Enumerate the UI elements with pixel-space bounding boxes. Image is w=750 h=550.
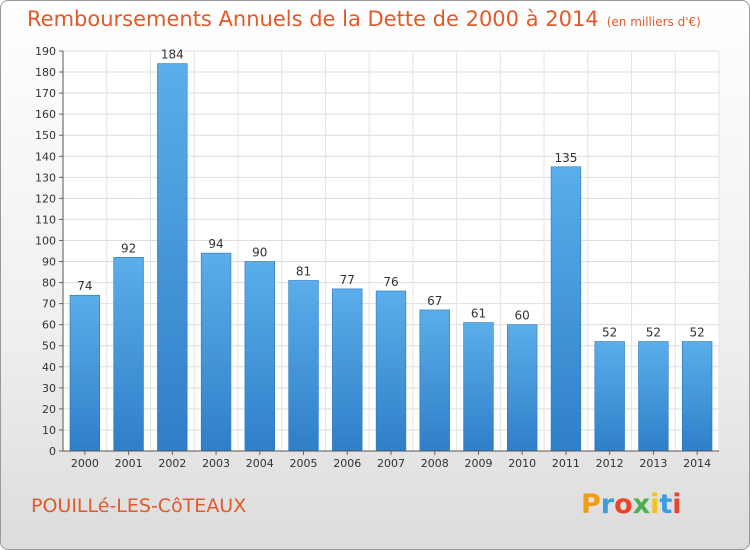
y-tick-label: 180: [35, 66, 56, 79]
brand-letter: i: [650, 489, 660, 520]
x-tick-label-2001: 2001: [115, 457, 143, 470]
x-tick-label-2008: 2008: [421, 457, 449, 470]
bar-2010: [507, 324, 538, 452]
value-label-2006: 77: [340, 273, 355, 287]
value-label-2000: 74: [77, 279, 92, 293]
chart-unit: (en milliers d'€): [606, 15, 701, 29]
x-tick-label-2013: 2013: [639, 457, 667, 470]
bar-2014: [681, 341, 713, 452]
y-tick-label: 170: [35, 87, 56, 100]
x-tick-label-2005: 2005: [290, 457, 318, 470]
brand-letter: r: [600, 489, 615, 520]
bar-2008: [419, 309, 450, 452]
bar-2013: [638, 341, 669, 452]
bar-2007: [375, 290, 407, 452]
x-tick-label-2006: 2006: [333, 457, 361, 470]
x-tick-label-2010: 2010: [508, 457, 536, 470]
y-tick-label: 100: [35, 234, 56, 247]
bar-2012: [594, 341, 625, 452]
y-tick-label: 150: [35, 129, 56, 142]
y-tick-label: 130: [35, 171, 56, 184]
y-tick-label: 110: [35, 213, 56, 226]
bar-2009: [463, 322, 494, 452]
value-label-2001: 92: [121, 241, 136, 255]
proxiti-logo: Proxiti: [581, 489, 682, 520]
axes: 0 10 20 30 40 50 60 70 80 90 100 110 120 130 140 150 160…: [35, 45, 719, 470]
value-label-2014: 52: [689, 326, 704, 340]
bar-2005: [288, 280, 319, 452]
x-tick-label-2014: 2014: [683, 457, 711, 470]
chart-title: Remboursements Annuels de la Dette de 20…: [27, 7, 701, 31]
commune-name: POUILLé-LES-CôTEAUX: [31, 495, 247, 517]
y-tick-label: 20: [42, 403, 56, 416]
value-label-2009: 61: [471, 307, 486, 321]
y-tick-label: 40: [42, 361, 56, 374]
value-label-2005: 81: [296, 264, 311, 278]
x-tick-label-2011: 2011: [552, 457, 580, 470]
bar-2001: [113, 257, 144, 452]
y-tick-label: 80: [42, 277, 56, 290]
brand-letter: P: [581, 489, 601, 520]
y-tick-label: 70: [42, 298, 56, 311]
y-tick-label: 10: [42, 424, 56, 437]
y-tick-label: 50: [42, 340, 56, 353]
x-tick-label-2003: 2003: [202, 457, 230, 470]
y-tick-label: 60: [42, 319, 56, 332]
y-tick-label: 90: [42, 256, 56, 269]
x-tick-label-2002: 2002: [158, 457, 186, 470]
value-label-2013: 52: [646, 326, 661, 340]
value-label-2004: 90: [252, 246, 267, 260]
value-label-2007: 76: [383, 275, 398, 289]
x-tick-label-2000: 2000: [71, 457, 99, 470]
y-tick-label: 0: [49, 445, 56, 458]
x-tick-label-2004: 2004: [246, 457, 274, 470]
x-tick-label-2007: 2007: [377, 457, 405, 470]
y-tick-label: 120: [35, 192, 56, 205]
bar-2000: [69, 294, 101, 452]
y-tick-label: 160: [35, 108, 56, 121]
x-tick-label-2012: 2012: [596, 457, 624, 470]
bar-2004: [244, 261, 275, 452]
brand-letter: x: [632, 489, 651, 520]
brand-letter: i: [672, 489, 682, 520]
brand-letter: t: [659, 489, 673, 520]
value-label-2002: 184: [161, 48, 184, 62]
bar-2006: [332, 288, 363, 452]
bars: 74 92 184 94 90 81 77 76 67 61 60 135 52 52 52: [69, 48, 713, 452]
y-tick-label: 190: [35, 45, 56, 58]
brand-letter: o: [614, 489, 633, 520]
value-label-2008: 67: [427, 294, 442, 308]
chart-title-text: Remboursements Annuels de la Dette de 20…: [27, 7, 599, 31]
value-label-2011: 135: [554, 151, 577, 165]
y-tick-label: 140: [35, 150, 56, 163]
bar-2002: [157, 63, 188, 452]
bar-2003: [200, 252, 232, 452]
value-label-2010: 60: [515, 309, 530, 323]
y-tick-label: 30: [42, 382, 56, 395]
bar-2011: [550, 166, 582, 452]
x-tick-label-2009: 2009: [464, 457, 492, 470]
value-label-2012: 52: [602, 326, 617, 340]
value-label-2003: 94: [208, 237, 223, 251]
